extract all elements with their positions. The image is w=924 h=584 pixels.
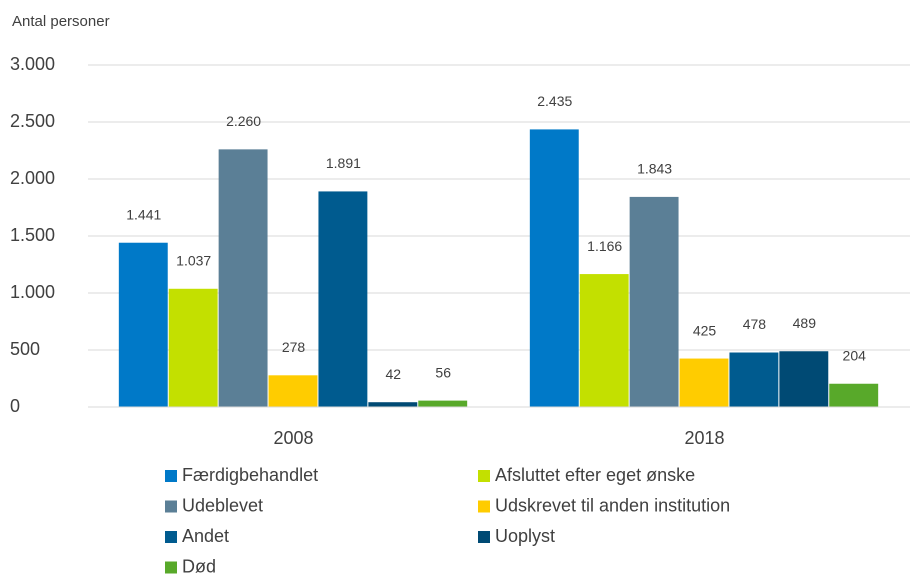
legend-label: Andet [182,526,229,546]
data-label: 489 [793,315,817,331]
legend-label: Færdigbehandlet [182,465,318,485]
bar [629,196,679,407]
x-tick-label: 2008 [273,428,313,448]
bar [829,383,879,407]
data-label: 2.260 [226,113,261,129]
bar [218,149,268,408]
bar [368,402,418,407]
legend-swatch [478,500,490,513]
bar [168,288,218,407]
data-label: 56 [435,364,451,380]
data-label: 1.843 [637,161,672,177]
bar [729,352,779,407]
data-label: 1.166 [587,238,622,254]
bar [679,358,729,407]
data-label: 478 [743,316,767,332]
bar [418,400,468,407]
legend-label: Død [182,556,216,576]
legend-swatch [165,531,177,543]
legend-label: Udeblevet [182,495,263,515]
data-label: 425 [693,322,717,338]
legend-swatch [165,561,177,574]
data-label: 204 [843,347,867,363]
bar [118,242,168,407]
data-label: 42 [386,366,402,382]
y-tick-label: 3.000 [10,54,55,74]
y-tick-label: 1.500 [10,225,55,245]
legend-label: Uoplyst [495,526,555,546]
x-tick-label: 2018 [684,428,724,448]
bar [318,191,368,407]
bar [779,351,829,407]
legend-swatch [165,470,177,482]
bar [579,274,629,407]
y-tick-label: 2.500 [10,111,55,131]
data-label: 2.435 [537,93,572,109]
y-tick-label: 500 [10,339,40,359]
legend-swatch [478,470,490,482]
data-label: 1.891 [326,155,361,171]
legend-label: Afsluttet efter eget ønske [495,465,695,485]
data-label: 1.441 [126,206,161,222]
data-label: 1.037 [176,252,211,268]
bar [268,375,318,407]
legend-swatch [478,531,490,543]
data-label: 278 [282,339,306,355]
bar [529,129,579,407]
y-axis-label: Antal personer [12,13,110,30]
y-tick-label: 1.000 [10,282,55,302]
legend-label: Udskrevet til anden institution [495,495,730,515]
y-tick-label: 0 [10,396,20,416]
legend-swatch [165,500,177,513]
y-tick-label: 2.000 [10,168,55,188]
